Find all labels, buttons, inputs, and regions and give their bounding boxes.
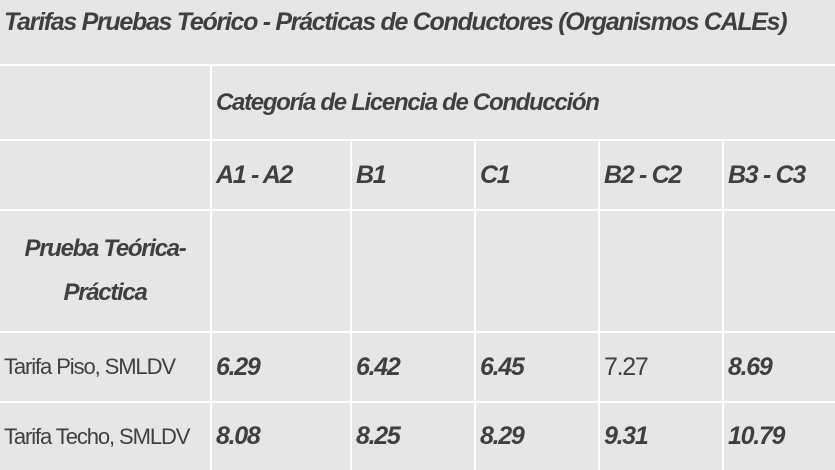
category-header: Categoría de Licencia de Conducción: [209, 66, 835, 141]
empty-cell: [474, 209, 600, 333]
category-header-row: Categoría de Licencia de Conducción: [0, 66, 835, 141]
table-row: Tarifa Piso, SMLDV 6.29 6.42 6.45 7.27 8…: [0, 331, 835, 403]
empty-corner-cell: [0, 66, 212, 141]
empty-cell: [598, 209, 724, 333]
value-cell: 8.69: [721, 331, 835, 403]
empty-cell: [350, 209, 476, 333]
value-cell: 8.25: [350, 401, 476, 470]
row-label-techo: Tarifa Techo, SMLDV: [0, 401, 212, 470]
column-header: B3 - C3: [721, 139, 835, 211]
empty-cell: [210, 209, 352, 333]
prueba-label: Prueba Teórica-Práctica: [0, 209, 212, 333]
empty-header-cell: [0, 139, 212, 211]
value-cell: 8.08: [210, 401, 352, 470]
value-cell: 6.29: [210, 331, 352, 403]
tarifas-table: Categoría de Licencia de Conducción A1 -…: [0, 66, 835, 470]
column-header: C1: [474, 139, 600, 211]
prueba-row: Prueba Teórica-Práctica: [0, 209, 835, 333]
value-cell: 9.31: [598, 401, 724, 470]
page-title: Tarifas Pruebas Teórico - Prácticas de C…: [4, 8, 788, 36]
empty-cell: [721, 209, 835, 333]
table-row: Tarifa Techo, SMLDV 8.08 8.25 8.29 9.31 …: [0, 401, 835, 470]
value-cell: 7.27: [598, 331, 724, 403]
column-header: B1: [350, 139, 476, 211]
column-header: B2 - C2: [598, 139, 724, 211]
column-header-row: A1 - A2 B1 C1 B2 - C2 B3 - C3: [0, 139, 835, 211]
value-cell: 10.79: [721, 401, 835, 470]
value-cell: 8.29: [474, 401, 600, 470]
title-bar: Tarifas Pruebas Teórico - Prácticas de C…: [0, 0, 835, 66]
value-cell: 6.45: [474, 331, 600, 403]
row-label-piso: Tarifa Piso, SMLDV: [0, 331, 212, 403]
column-header: A1 - A2: [210, 139, 352, 211]
value-cell: 6.42: [350, 331, 476, 403]
